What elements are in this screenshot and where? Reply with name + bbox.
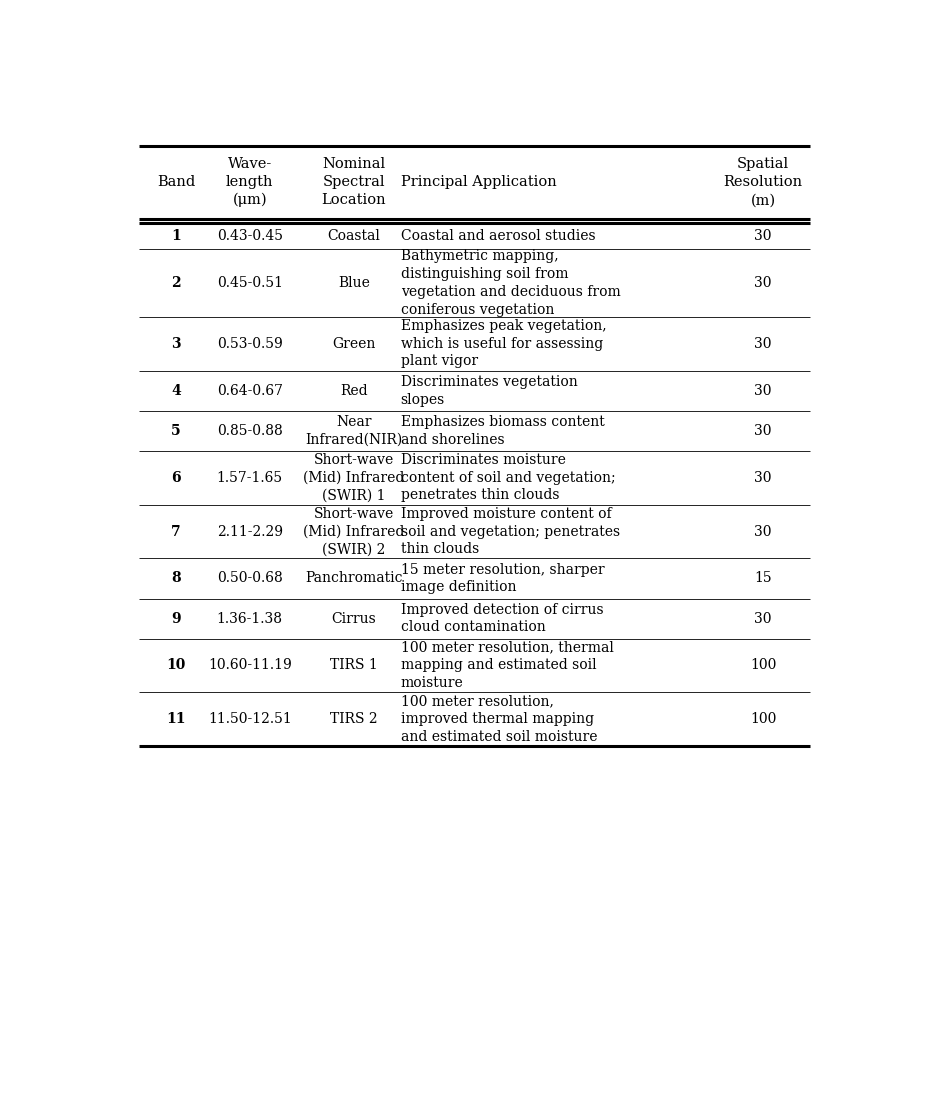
Text: Panchromatic: Panchromatic	[305, 571, 403, 586]
Text: 11.50-12.51: 11.50-12.51	[207, 712, 292, 726]
Text: 7: 7	[171, 524, 181, 539]
Text: Green: Green	[332, 336, 375, 351]
Text: 30: 30	[755, 384, 772, 398]
Text: Red: Red	[340, 384, 368, 398]
Text: Blue: Blue	[338, 276, 369, 290]
Text: Coastal and aerosol studies: Coastal and aerosol studies	[401, 229, 595, 243]
Text: Nominal
Spectral
Location: Nominal Spectral Location	[321, 157, 386, 208]
Text: TIRS 1: TIRS 1	[330, 658, 378, 673]
Text: Improved moisture content of
soil and vegetation; penetrates
thin clouds: Improved moisture content of soil and ve…	[401, 507, 619, 556]
Text: 30: 30	[755, 423, 772, 437]
Text: 0.64-0.67: 0.64-0.67	[217, 384, 282, 398]
Text: 10: 10	[167, 658, 185, 673]
Text: Short-wave
(Mid) Infrared
(SWIR) 1: Short-wave (Mid) Infrared (SWIR) 1	[303, 453, 405, 502]
Text: 8: 8	[171, 571, 181, 586]
Text: Bathymetric mapping,
distinguishing soil from
vegetation and deciduous from
coni: Bathymetric mapping, distinguishing soil…	[401, 249, 620, 317]
Text: Wave-
length
(μm): Wave- length (μm)	[226, 157, 273, 208]
Text: 100 meter resolution,
improved thermal mapping
and estimated soil moisture: 100 meter resolution, improved thermal m…	[401, 695, 597, 744]
Text: Emphasizes peak vegetation,
which is useful for assessing
plant vigor: Emphasizes peak vegetation, which is use…	[401, 319, 607, 368]
Text: 100 meter resolution, thermal
mapping and estimated soil
moisture: 100 meter resolution, thermal mapping an…	[401, 641, 614, 690]
Text: 100: 100	[750, 658, 776, 673]
Text: 0.53-0.59: 0.53-0.59	[217, 336, 282, 351]
Text: 15 meter resolution, sharper
image definition: 15 meter resolution, sharper image defin…	[401, 563, 605, 595]
Text: 0.50-0.68: 0.50-0.68	[217, 571, 282, 586]
Text: Cirrus: Cirrus	[332, 611, 376, 625]
Text: 10.60-11.19: 10.60-11.19	[207, 658, 292, 673]
Text: 11: 11	[166, 712, 186, 726]
Text: Coastal: Coastal	[327, 229, 381, 243]
Text: Discriminates vegetation
slopes: Discriminates vegetation slopes	[401, 375, 578, 407]
Text: TIRS 2: TIRS 2	[330, 712, 378, 726]
Text: Spatial
Resolution
(m): Spatial Resolution (m)	[723, 157, 803, 208]
Text: 1: 1	[171, 229, 181, 243]
Text: 30: 30	[755, 470, 772, 485]
Text: 30: 30	[755, 336, 772, 351]
Text: Emphasizes biomass content
and shorelines: Emphasizes biomass content and shoreline…	[401, 414, 605, 446]
Text: Principal Application: Principal Application	[401, 176, 557, 189]
Text: 4: 4	[171, 384, 181, 398]
Text: 2.11-2.29: 2.11-2.29	[217, 524, 282, 539]
Text: Band: Band	[156, 176, 195, 189]
Text: 9: 9	[171, 611, 181, 625]
Text: Near
Infrared(NIR): Near Infrared(NIR)	[306, 414, 403, 446]
Text: 30: 30	[755, 524, 772, 539]
Text: 15: 15	[755, 571, 772, 586]
Text: 0.85-0.88: 0.85-0.88	[217, 423, 282, 437]
Text: 3: 3	[171, 336, 181, 351]
Text: Discriminates moisture
content of soil and vegetation;
penetrates thin clouds: Discriminates moisture content of soil a…	[401, 453, 616, 502]
Text: Improved detection of cirrus
cloud contamination: Improved detection of cirrus cloud conta…	[401, 602, 604, 634]
Text: 100: 100	[750, 712, 776, 726]
Text: Short-wave
(Mid) Infrared
(SWIR) 2: Short-wave (Mid) Infrared (SWIR) 2	[303, 507, 405, 556]
Text: 5: 5	[171, 423, 181, 437]
Text: 2: 2	[171, 276, 181, 290]
Text: 0.45-0.51: 0.45-0.51	[217, 276, 282, 290]
Text: 1.36-1.38: 1.36-1.38	[217, 611, 282, 625]
Text: 0.43-0.45: 0.43-0.45	[217, 229, 282, 243]
Text: 30: 30	[755, 611, 772, 625]
Text: 1.57-1.65: 1.57-1.65	[217, 470, 282, 485]
Text: 30: 30	[755, 229, 772, 243]
Text: 30: 30	[755, 276, 772, 290]
Text: 6: 6	[171, 470, 181, 485]
